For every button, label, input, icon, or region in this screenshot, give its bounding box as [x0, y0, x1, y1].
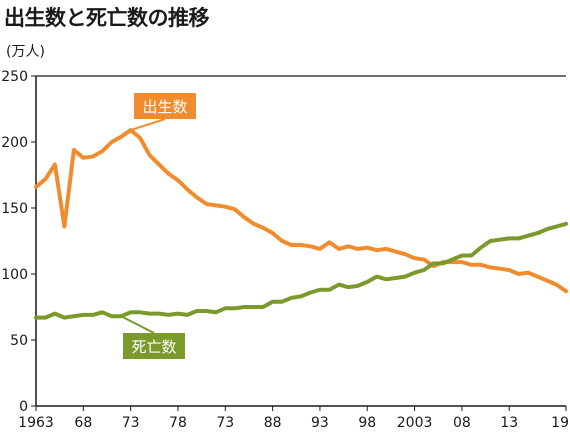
- x-tick-label: 2003: [397, 415, 433, 431]
- y-tick-label: 0: [19, 399, 28, 415]
- x-tick-label: 13: [500, 415, 518, 431]
- x-tick-label: 08: [453, 415, 471, 431]
- chart-title: 出生数と死亡数の推移: [4, 6, 210, 30]
- births-line: [34, 128, 568, 294]
- x-tick-label: 88: [264, 415, 282, 431]
- deaths-callout-pointer: [120, 315, 155, 334]
- y-axis-unit-label: (万人): [6, 44, 45, 60]
- x-tick-label: 19: [551, 415, 569, 431]
- x-tick-label: 93: [311, 415, 329, 431]
- axes-layer: 0 50 100 150 200 250 1963 68 73 78 73 88 93 98 2003 08 1…: [1, 69, 569, 431]
- x-tick-label: 1963: [18, 415, 54, 431]
- births-callout-text: 出生数: [142, 98, 187, 116]
- y-tick-label: 200: [1, 135, 28, 151]
- deaths-callout-text: 死亡数: [131, 338, 176, 356]
- x-tick-label: 78: [169, 415, 187, 431]
- x-tick-label: 68: [74, 415, 92, 431]
- y-tick-label: 150: [1, 201, 28, 217]
- y-tick-label: 50: [10, 333, 28, 349]
- births-callout-pointer: [130, 118, 166, 132]
- deaths-line: [34, 221, 568, 320]
- births-callout-box: [134, 93, 196, 119]
- y-tick-label: 100: [1, 267, 28, 283]
- deaths-callout-box: [123, 333, 185, 359]
- x-tick-label: 98: [358, 415, 376, 431]
- x-tick-label: 73: [122, 415, 140, 431]
- y-tick-label: 250: [1, 69, 28, 85]
- x-tick-label: 73: [216, 415, 234, 431]
- series-layer: [34, 128, 568, 320]
